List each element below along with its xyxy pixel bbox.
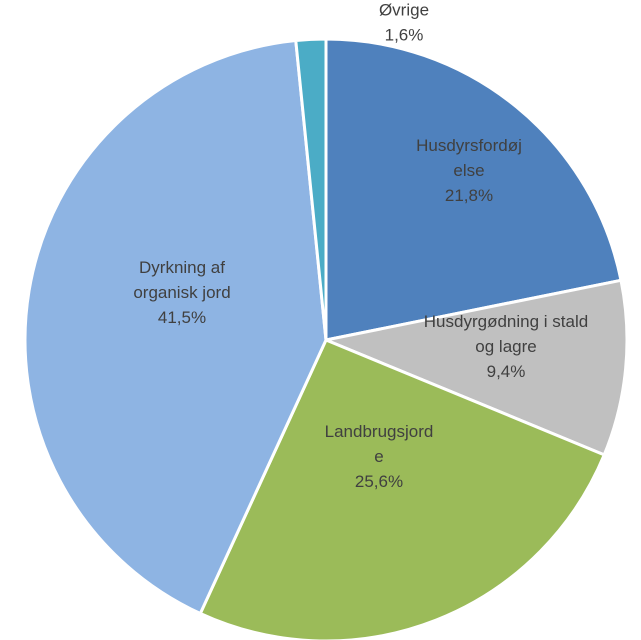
slice-label-4: Øvrige 1,6% — [379, 1, 429, 45]
slice-value-label: 1,6% — [385, 26, 424, 45]
slice-value-label: 41,5% — [158, 308, 206, 327]
slice-value-label: 21,8% — [445, 186, 493, 205]
slice-value-label: 9,4% — [487, 362, 526, 381]
slice-label-0: Husdyrsfordøj else 21,8% — [416, 136, 522, 205]
pie-slice-2 — [198, 338, 606, 640]
pie-slice-3 — [23, 39, 328, 615]
slice-category-label: og lagre — [475, 337, 536, 356]
slice-category-label: e — [374, 447, 383, 466]
slice-category-label: else — [453, 161, 484, 180]
slice-value-label: 25,6% — [355, 472, 403, 491]
slice-label-1: Husdyrgødning i stald og lagre 9,4% — [424, 312, 588, 381]
pie-slice-0 — [324, 37, 623, 342]
slice-category-label: Øvrige — [379, 1, 429, 20]
slice-label-3: Dyrkning af organisk jord 41,5% — [133, 258, 230, 327]
pie-slice-4 — [294, 37, 328, 342]
slice-category-label: Husdyrgødning i stald — [424, 312, 588, 331]
slice-category-label: Dyrkning af — [139, 258, 225, 277]
pie-labels: Husdyrsfordøj else 21,8% Husdyrgødning i st… — [133, 1, 588, 492]
slice-category-label: organisk jord — [133, 283, 230, 302]
pie-slice-1 — [324, 278, 629, 457]
slice-label-2: Landbrugsjord e 25,6% — [325, 422, 434, 491]
slice-category-label: Landbrugsjord — [325, 422, 434, 441]
slice-category-label: Husdyrsfordøj — [416, 136, 522, 155]
pie-slices — [23, 37, 629, 640]
